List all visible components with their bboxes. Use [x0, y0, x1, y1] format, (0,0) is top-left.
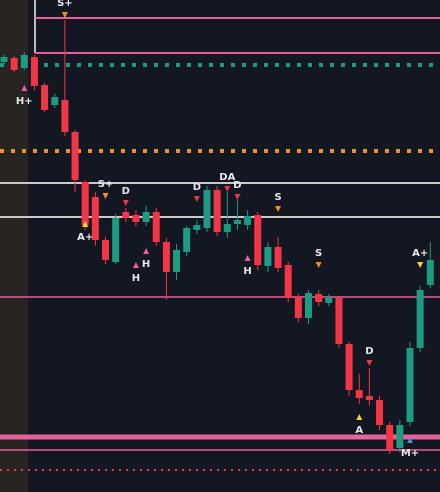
annotation-marker — [143, 248, 150, 254]
candle-body — [41, 85, 49, 110]
annotation-marker — [407, 437, 413, 443]
candle-body — [81, 182, 89, 225]
candle-body — [10, 58, 18, 70]
candle-body — [254, 215, 262, 265]
annotation-label: D — [365, 346, 373, 357]
annotation-label: A+ — [77, 232, 93, 243]
annotation-marker — [61, 12, 68, 18]
annotation-label: S+ — [57, 0, 73, 9]
candle-body — [376, 400, 384, 425]
candle-body — [152, 212, 160, 242]
candle-body — [0, 57, 8, 62]
candle-body — [183, 228, 191, 252]
annotation-marker — [244, 255, 251, 261]
levels — [0, 17, 440, 471]
candle-body — [51, 97, 59, 105]
candle-body — [305, 293, 312, 318]
annotation-marker — [234, 194, 241, 200]
annotation-label: H — [243, 266, 251, 277]
annotation-label: A+ — [412, 248, 428, 259]
annotation-marker — [366, 360, 373, 366]
candle-body — [325, 297, 333, 303]
annotation-marker — [417, 262, 424, 268]
annotation-label: D — [233, 180, 241, 191]
annotation-marker — [21, 85, 28, 91]
annotation-marker — [132, 262, 139, 268]
candle-body — [315, 294, 323, 302]
annotation-label: S+ — [98, 179, 114, 190]
annotation-label: M+ — [401, 448, 419, 459]
candle-body — [345, 344, 353, 390]
candle-body — [244, 216, 252, 225]
candle-body — [193, 225, 201, 230]
candle-body — [173, 250, 181, 272]
candle-body — [396, 425, 404, 448]
candle-body — [386, 425, 394, 450]
annotation-marker — [224, 186, 231, 192]
candle-body — [223, 224, 231, 232]
candle-body — [102, 240, 109, 260]
candle-body — [284, 265, 292, 298]
candle-body — [294, 297, 302, 318]
candle-body — [406, 348, 414, 422]
candle-body — [162, 242, 170, 272]
annotation-label: A — [355, 425, 363, 436]
annotation-marker — [82, 221, 89, 227]
candle-body — [274, 247, 282, 268]
annotation-marker — [356, 414, 363, 420]
annotation-marker — [122, 200, 129, 206]
annotation-label: D — [122, 186, 130, 197]
annotation-label: H+ — [16, 96, 33, 107]
annotation-marker — [315, 262, 322, 268]
candle-body — [142, 212, 150, 222]
candle-body — [426, 260, 434, 285]
candle-body — [365, 396, 373, 400]
annotation-marker — [193, 196, 200, 202]
annotation-marker — [275, 206, 282, 212]
candle-body — [335, 298, 343, 344]
candles — [0, 20, 434, 454]
candle-body — [264, 247, 272, 266]
annotation-marker — [102, 193, 109, 199]
annotation-label: S — [274, 192, 281, 203]
candle-body — [30, 57, 38, 86]
candle-body — [20, 55, 28, 68]
candle-body — [233, 220, 241, 224]
candle-body — [122, 212, 130, 218]
annotation-label: S — [315, 248, 322, 259]
candle-body — [132, 215, 140, 222]
annotation-label: D — [193, 182, 201, 193]
candle-body — [213, 190, 221, 232]
candle-body — [112, 218, 120, 262]
candle-body — [355, 390, 363, 398]
annotation-label: H — [142, 259, 150, 270]
session-shade — [0, 0, 28, 492]
annotation-label: H — [132, 273, 140, 284]
candle-body — [61, 100, 69, 132]
candle-body — [91, 197, 99, 240]
candle-body — [416, 290, 424, 348]
candle-body — [203, 190, 211, 228]
candle-body — [71, 132, 79, 180]
annotation-label: DA — [219, 172, 235, 183]
